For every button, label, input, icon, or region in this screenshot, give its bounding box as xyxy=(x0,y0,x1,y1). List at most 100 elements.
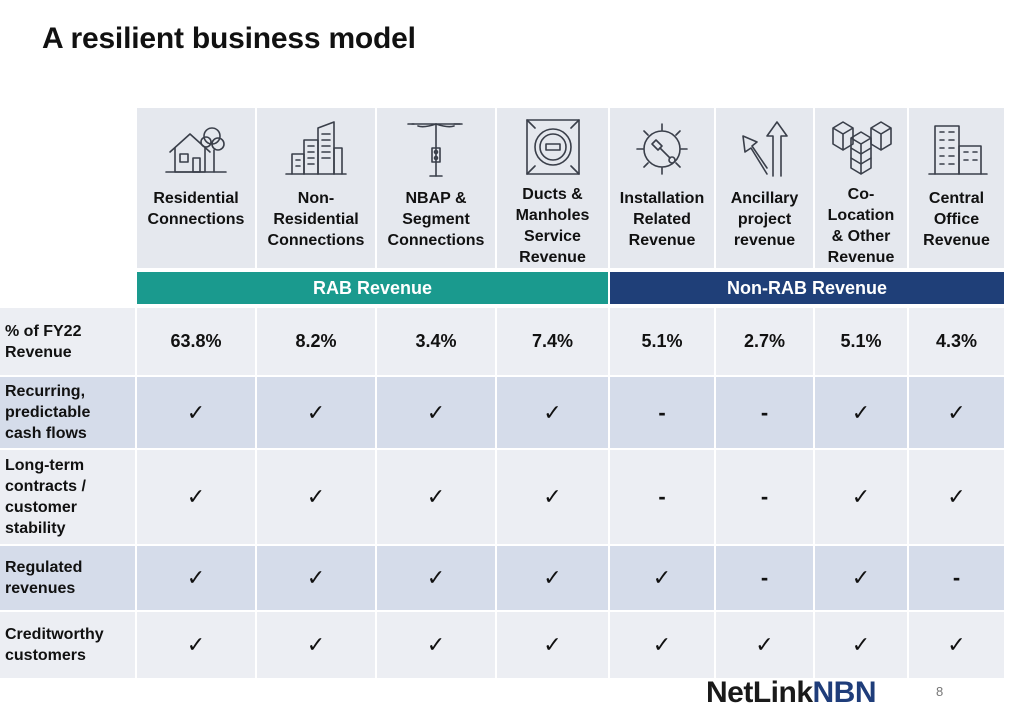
table-cell: ✓ xyxy=(257,377,375,448)
value-text: 4.3% xyxy=(935,331,978,351)
table-cell: 5.1% xyxy=(610,308,714,375)
server-cubes-icon xyxy=(829,116,893,178)
table-cell: ✓ xyxy=(377,377,495,448)
table-cell: 8.2% xyxy=(257,308,375,375)
logo-text-netlink: NetLink xyxy=(706,676,813,709)
netlink-nbn-logo: NetLinkNBN xyxy=(706,676,877,710)
checkmark-icon: ✓ xyxy=(652,632,672,657)
dash-icon: - xyxy=(658,484,666,509)
table-cell: ✓ xyxy=(909,612,1004,678)
dash-icon: - xyxy=(952,565,961,590)
checkmark-icon: ✓ xyxy=(652,565,672,590)
table-cell: - xyxy=(716,546,813,610)
column-label: Co- Location & Other Revenue xyxy=(827,186,895,266)
table-cell: ✓ xyxy=(137,612,255,678)
row-label: Creditworthy customers xyxy=(0,612,135,678)
column-header: Installation Related Revenue xyxy=(610,108,714,268)
column-label: Central Office Revenue xyxy=(923,190,990,249)
checkmark-icon: ✓ xyxy=(186,632,206,657)
value-text: 8.2% xyxy=(295,331,337,351)
page-number: 8 xyxy=(936,684,944,699)
table-cell: ✓ xyxy=(257,612,375,678)
column-label: Ancillary project revenue xyxy=(730,190,799,249)
table-cell: 3.4% xyxy=(377,308,495,375)
logo-text-nbn: NBN xyxy=(812,676,877,709)
slide-title: A resilient business model xyxy=(42,22,416,55)
office-buildings-icon xyxy=(284,116,348,182)
column-header: Central Office Revenue xyxy=(909,108,1004,268)
checkmark-icon: ✓ xyxy=(543,565,562,590)
row-label: % of FY22 Revenue xyxy=(0,308,135,375)
column-label: Ducts & Manholes Service Revenue xyxy=(515,186,590,266)
column-header: Co- Location & Other Revenue xyxy=(815,108,907,268)
table-cell: ✓ xyxy=(497,612,608,678)
column-label: NBAP & Segment Connections xyxy=(387,190,485,249)
table-cell: ✓ xyxy=(497,377,608,448)
table-cell: 63.8% xyxy=(137,308,255,375)
table-cell: ✓ xyxy=(815,450,907,544)
dash-icon: - xyxy=(658,399,666,425)
checkmark-icon: ✓ xyxy=(186,484,206,509)
checkmark-icon: ✓ xyxy=(851,632,871,657)
checkmark-icon: ✓ xyxy=(186,565,206,590)
column-header: NBAP & Segment Connections xyxy=(377,108,495,268)
table-cell: ✓ xyxy=(377,546,495,610)
table-cell: ✓ xyxy=(497,546,608,610)
manhole-cover-icon xyxy=(521,116,585,178)
checkmark-icon: ✓ xyxy=(426,632,446,657)
column-header: Ancillary project revenue xyxy=(716,108,813,268)
table-cell: ✓ xyxy=(497,450,608,544)
column-label: Non- Residential Connections xyxy=(267,190,365,249)
table-cell: 2.7% xyxy=(716,308,813,375)
row-label: Long-term contracts / customer stability xyxy=(0,450,135,544)
value-text: 7.4% xyxy=(531,331,574,351)
table-cell: ✓ xyxy=(909,450,1004,544)
checkmark-icon: ✓ xyxy=(306,565,326,590)
table-cell: - xyxy=(716,450,813,544)
table-cell: - xyxy=(610,377,714,448)
row-label: Regulated revenues xyxy=(0,546,135,610)
value-text: 2.7% xyxy=(743,331,786,351)
column-label: Residential Connections xyxy=(147,190,245,228)
checkmark-icon: ✓ xyxy=(543,484,562,509)
table-cell: ✓ xyxy=(137,546,255,610)
table-cell: ✓ xyxy=(137,450,255,544)
table-cell: ✓ xyxy=(610,546,714,610)
checkmark-icon: ✓ xyxy=(306,399,326,425)
value-text: 5.1% xyxy=(641,331,683,351)
checkmark-icon: ✓ xyxy=(851,484,871,509)
table-cell: ✓ xyxy=(137,377,255,448)
column-header: Residential Connections xyxy=(137,108,255,268)
table-cell: ✓ xyxy=(815,377,907,448)
checkmark-icon: ✓ xyxy=(947,399,966,425)
rab-revenue-band: RAB Revenue xyxy=(137,272,608,304)
central-office-building-icon xyxy=(925,116,989,182)
checkmark-icon: ✓ xyxy=(426,399,446,425)
split-arrows-icon xyxy=(733,116,797,182)
dash-icon: - xyxy=(760,399,769,425)
table-cell: ✓ xyxy=(909,377,1004,448)
checkmark-icon: ✓ xyxy=(851,399,871,425)
column-header: Non- Residential Connections xyxy=(257,108,375,268)
table-cell: 7.4% xyxy=(497,308,608,375)
table-cell: - xyxy=(716,377,813,448)
checkmark-icon: ✓ xyxy=(186,399,206,425)
column-label: Installation Related Revenue xyxy=(619,190,705,249)
table-cell: - xyxy=(610,450,714,544)
checkmark-icon: ✓ xyxy=(543,399,562,425)
street-light-icon xyxy=(404,116,468,182)
row-label: Recurring, predictable cash flows xyxy=(0,377,135,448)
checkmark-icon: ✓ xyxy=(851,565,871,590)
table-cell: ✓ xyxy=(610,612,714,678)
table-cell: 5.1% xyxy=(815,308,907,375)
gear-wrench-icon xyxy=(630,116,694,182)
non-rab-revenue-band: Non-RAB Revenue xyxy=(610,272,1004,304)
table-cell: 4.3% xyxy=(909,308,1004,375)
checkmark-icon: ✓ xyxy=(306,484,326,509)
dash-icon: - xyxy=(760,484,769,509)
table-cell: - xyxy=(909,546,1004,610)
table-cell: ✓ xyxy=(716,612,813,678)
checkmark-icon: ✓ xyxy=(543,632,562,657)
column-header: Ducts & Manholes Service Revenue xyxy=(497,108,608,268)
